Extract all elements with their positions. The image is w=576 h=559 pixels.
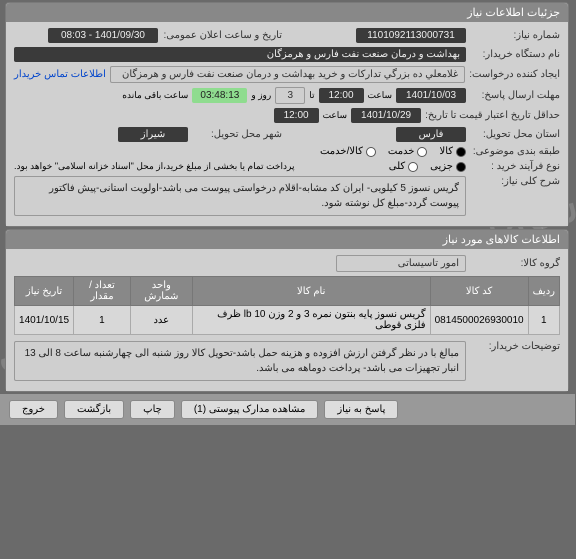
panel-header-2: اطلاعات کالاهای مورد نیاز: [7, 230, 569, 249]
exit-button[interactable]: خروج: [10, 400, 59, 419]
remain-day-label: روز و: [252, 90, 272, 101]
th-qty: تعداد / مقدار: [75, 277, 132, 306]
pt-note: پرداخت تمام یا بخشی از مبلغ خرید،از محل …: [15, 161, 295, 172]
goods-panel: اطلاعات کالاهای مورد نیاز گروه کالا: امو…: [6, 229, 570, 392]
pt-partial[interactable]: جزیی: [431, 161, 467, 172]
buyer-notes-label: توضیحات خریدار:: [471, 341, 561, 352]
need-number-value: 1101092113000731: [357, 28, 467, 43]
th-date: تاریخ نیاز: [16, 277, 75, 306]
purchase-type-group: جزیی کلی: [390, 161, 467, 172]
remain-time: 03:48:13: [193, 88, 248, 103]
deadline-label: مهلت ارسال پاسخ:: [471, 90, 561, 101]
purchase-type-label: نوع فرآیند خرید :: [471, 161, 561, 172]
cat-both[interactable]: کالا/خدمت: [321, 146, 377, 157]
desc-label: شرح کلی نیاز:: [471, 176, 561, 187]
validity-label: حداقل تاریخ اعتبار قیمت تا تاریخ:: [426, 110, 561, 121]
cat-goods[interactable]: کالا: [440, 146, 467, 157]
back-button[interactable]: بازگشت: [65, 400, 125, 419]
desc-text: گریس نسوز 5 کیلویی- ایران کد مشابه-اقلام…: [15, 176, 467, 216]
validity-time: 12:00: [275, 108, 320, 123]
cell-unit: عدد: [131, 306, 193, 335]
th-name: نام کالا: [193, 277, 431, 306]
table-row: 1 0814500026930010 گریس نسوز پایه بنتون …: [16, 306, 561, 335]
validity-date: 1401/10/29: [352, 108, 422, 123]
announce-label: تاریخ و ساعت اعلان عمومی:: [163, 30, 283, 41]
cell-idx: 1: [529, 306, 560, 335]
panel-header-1: جزئیات اطلاعات نیاز: [7, 3, 569, 22]
category-group: کالا خدمت کالا/خدمت: [321, 146, 467, 157]
org-label: نام دستگاه خریدار:: [471, 49, 561, 60]
deadline-time: 12:00: [320, 88, 365, 103]
goods-table: ردیف کد کالا نام کالا واحد شمارش تعداد /…: [15, 276, 561, 335]
button-bar: پاسخ به نیاز مشاهده مدارک پیوستی (1) چاپ…: [0, 394, 576, 425]
th-row: ردیف: [529, 277, 560, 306]
creator-label: ایجاد کننده درخواست:: [470, 69, 561, 80]
attach-button[interactable]: مشاهده مدارک پیوستی (1): [182, 400, 320, 419]
buyer-notes: مبالغ با در نظر گرفتن ارزش افزوده و هزین…: [15, 341, 467, 381]
goods-group-label: گروه کالا:: [471, 258, 561, 269]
province-label: استان محل تحویل:: [471, 129, 561, 140]
th-unit: واحد شمارش: [131, 277, 193, 306]
cell-date: 1401/10/15: [16, 306, 75, 335]
th-code: کد کالا: [431, 277, 529, 306]
print-button[interactable]: چاپ: [131, 400, 176, 419]
city-label: شهر محل تحویل:: [193, 129, 283, 140]
remain-days: 3: [276, 87, 306, 104]
contact-link[interactable]: اطلاعات تماس خریدار: [15, 69, 107, 80]
need-details-panel: جزئیات اطلاعات نیاز شماره نیاز: 11010921…: [6, 2, 570, 227]
deadline-date: 1401/10/03: [397, 88, 467, 103]
category-label: طبقه بندی موضوعی:: [471, 146, 561, 157]
announce-value: 1401/09/30 - 08:03: [49, 28, 159, 43]
cell-code: 0814500026930010: [431, 306, 529, 335]
province-value: فارس: [397, 127, 467, 142]
cat-service[interactable]: خدمت: [389, 146, 429, 157]
time-label-2: ساعت: [324, 110, 349, 121]
time-label-1: ساعت: [369, 90, 394, 101]
cell-name: گریس نسوز پایه بنتون نمره 3 و 2 وزن 10 l…: [193, 306, 431, 335]
cell-qty: 1: [75, 306, 132, 335]
remain-tail: ساعت باقی مانده: [123, 90, 189, 101]
org-value: بهداشت و درمان صنعت نفت فارس و هرمزگان: [15, 47, 467, 62]
goods-group-value: امور تاسیساتی: [337, 255, 467, 272]
pt-whole[interactable]: کلی: [390, 161, 419, 172]
remain-label: تا: [310, 90, 315, 101]
need-number-label: شماره نیاز:: [471, 30, 561, 41]
city-value: شیراز: [119, 127, 189, 142]
creator-value: غلامعلي ده بزرگي تدارکات و خرید بهداشت و…: [111, 66, 466, 83]
reply-button[interactable]: پاسخ به نیاز: [325, 400, 399, 419]
